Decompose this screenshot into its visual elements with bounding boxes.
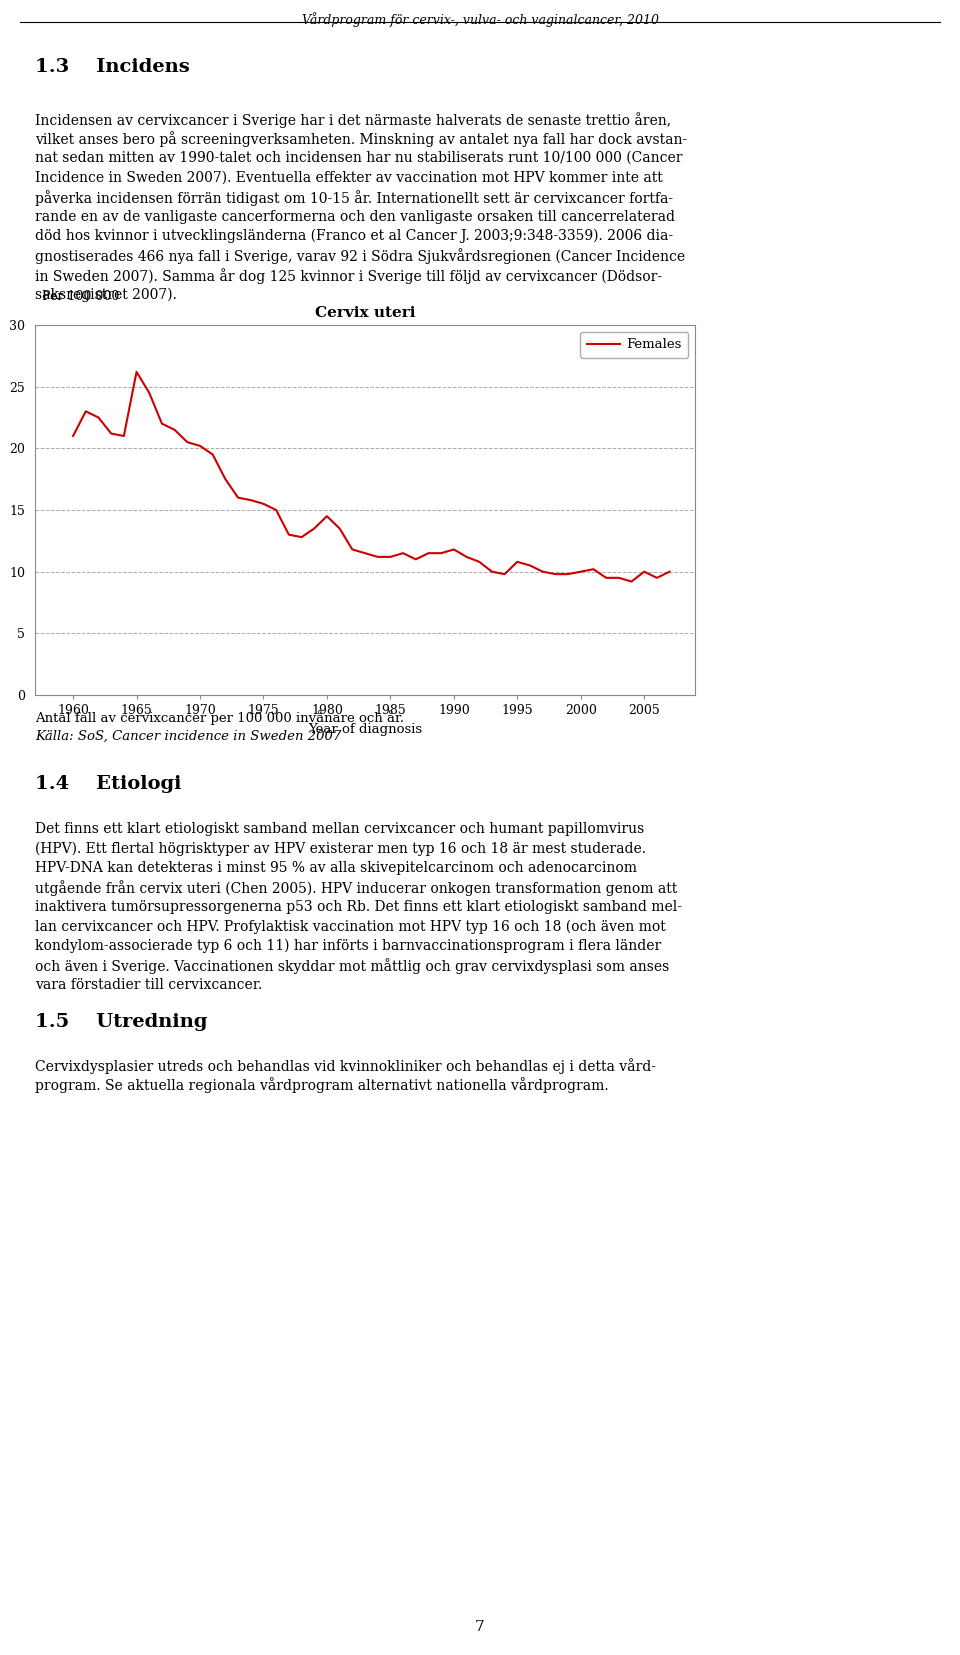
Females [80, 402, 91, 422]
Text: vilket anses bero på screeningverksamheten. Minskning av antalet nya fall har do: vilket anses bero på screeningverksamhet… [35, 131, 687, 147]
Text: Cervixdysplasier utreds och behandlas vid kvinnokliniker och behandlas ej i dett: Cervixdysplasier utreds och behandlas vi… [35, 1058, 656, 1074]
Text: in Sweden 2007). Samma år dog 125 kvinnor i Sverige till följd av cervixcancer (: in Sweden 2007). Samma år dog 125 kvinno… [35, 268, 662, 285]
Text: 1.5    Utredning: 1.5 Utredning [35, 1013, 207, 1031]
Females [143, 382, 155, 402]
Females [638, 561, 650, 581]
Text: 1.3    Incidens: 1.3 Incidens [35, 58, 190, 76]
Females [461, 546, 472, 566]
Females [550, 564, 562, 584]
Females [334, 518, 346, 538]
Females [422, 543, 434, 563]
Text: och även i Sverige. Vaccinationen skyddar mot måttlig och grav cervixdysplasi so: och även i Sverige. Vaccinationen skydda… [35, 958, 669, 975]
Text: gnostiserades 466 nya fall i Sverige, varav 92 i Södra Sjukvårdsregionen (Cancer: gnostiserades 466 nya fall i Sverige, va… [35, 248, 685, 265]
Text: död hos kvinnor i utvecklingsländerna (Franco et al Cancer J. 2003;9:348-3359). : död hos kvinnor i utvecklingsländerna (F… [35, 228, 673, 243]
Females [308, 518, 320, 538]
Females [588, 559, 599, 579]
Females [296, 528, 307, 548]
Text: program. Se aktuella regionala vårdprogram alternativt nationella vårdprogram.: program. Se aktuella regionala vårdprogr… [35, 1077, 609, 1094]
Females [410, 549, 421, 569]
Text: Incidence in Sweden 2007). Eventuella effekter av vaccination mot HPV kommer int: Incidence in Sweden 2007). Eventuella ef… [35, 170, 662, 184]
Females [245, 490, 256, 510]
Line: Females: Females [73, 372, 670, 581]
Females [575, 561, 587, 581]
Females [271, 500, 282, 520]
Females [486, 561, 497, 581]
Females [207, 445, 219, 465]
Text: utgående från cervix uteri (Chen 2005). HPV inducerar onkogen transformation gen: utgående från cervix uteri (Chen 2005). … [35, 880, 677, 897]
Females [347, 540, 358, 559]
Females [499, 564, 511, 584]
Text: 1.4    Etiologi: 1.4 Etiologi [35, 775, 181, 793]
Text: Incidensen av cervixcancer i Sverige har i det närmaste halverats de senaste tre: Incidensen av cervixcancer i Sverige har… [35, 113, 671, 127]
Text: HPV-DNA kan detekteras i minst 95 % av alla skivepitelcarcinom och adenocarcinom: HPV-DNA kan detekteras i minst 95 % av a… [35, 861, 637, 875]
Females [93, 407, 105, 427]
Females [600, 568, 612, 588]
Females [359, 543, 371, 563]
Females [106, 424, 117, 444]
Females [626, 571, 637, 591]
Text: nat sedan mitten av 1990-talet och incidensen har nu stabiliserats runt 10/100 0: nat sedan mitten av 1990-talet och incid… [35, 151, 683, 166]
Text: 7: 7 [475, 1620, 485, 1633]
Text: Per 100 000: Per 100 000 [41, 290, 119, 303]
Females [322, 506, 333, 526]
Females [397, 543, 409, 563]
Females [220, 470, 231, 490]
Females [257, 493, 269, 513]
X-axis label: Year of diagnosis: Year of diagnosis [308, 723, 422, 735]
Text: Antal fall av cervixcancer per 100 000 invånare och år.: Antal fall av cervixcancer per 100 000 i… [35, 710, 404, 725]
Females [181, 432, 193, 452]
Females [372, 546, 383, 566]
Females [664, 561, 676, 581]
Females [651, 568, 662, 588]
Females [232, 488, 244, 508]
Females [436, 543, 447, 563]
Females [563, 564, 574, 584]
Females [169, 420, 180, 440]
Text: Det finns ett klart etiologiskt samband mellan cervixcancer och humant papillomv: Det finns ett klart etiologiskt samband … [35, 823, 644, 836]
Text: Vårdprogram för cervix-, vulva- och vaginalcancer, 2010: Vårdprogram för cervix-, vulva- och vagi… [301, 12, 659, 26]
Females [473, 551, 485, 571]
Females [131, 362, 142, 382]
Females [67, 425, 79, 445]
Text: påverka incidensen förrän tidigast om 10-15 år. Internationellt sett är cervixca: påverka incidensen förrän tidigast om 10… [35, 190, 673, 205]
Text: rande en av de vanligaste cancerformerna och den vanligaste orsaken till cancerr: rande en av de vanligaste cancerformerna… [35, 210, 675, 223]
Title: Cervix uteri: Cervix uteri [315, 306, 416, 319]
Females [524, 556, 536, 576]
Text: (HPV). Ett flertal högrisktyper av HPV existerar men typ 16 och 18 är mest stude: (HPV). Ett flertal högrisktyper av HPV e… [35, 841, 646, 856]
Females [385, 546, 396, 566]
Text: inaktivera tumörsupressorgenerna p53 och Rb. Det finns ett klart etiologiskt sam: inaktivera tumörsupressorgenerna p53 och… [35, 900, 682, 914]
Text: Källa: SoS, Cancer incidence in Sweden 2007: Källa: SoS, Cancer incidence in Sweden 2… [35, 730, 341, 743]
Females [512, 551, 523, 571]
Females [613, 568, 625, 588]
Text: vara förstadier till cervixcancer.: vara förstadier till cervixcancer. [35, 978, 262, 991]
Females [448, 540, 460, 559]
Text: saksregistret 2007).: saksregistret 2007). [35, 288, 177, 301]
Females [194, 435, 205, 455]
Text: kondylom-associerade typ 6 och 11) har införts i barnvaccinationsprogram i flera: kondylom-associerade typ 6 och 11) har i… [35, 938, 661, 953]
Females [118, 425, 130, 445]
Legend: Females: Females [580, 331, 688, 357]
Females [283, 525, 295, 544]
Text: lan cervixcancer och HPV. Profylaktisk vaccination mot HPV typ 16 och 18 (och äv: lan cervixcancer och HPV. Profylaktisk v… [35, 920, 665, 933]
Females [537, 561, 548, 581]
Females [156, 414, 168, 434]
